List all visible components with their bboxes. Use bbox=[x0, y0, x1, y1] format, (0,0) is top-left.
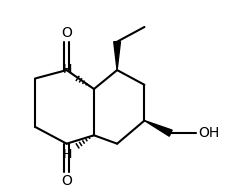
Polygon shape bbox=[144, 121, 172, 136]
Text: H: H bbox=[63, 63, 72, 76]
Text: O: O bbox=[61, 26, 72, 40]
Text: O: O bbox=[61, 174, 72, 188]
Text: H: H bbox=[63, 148, 72, 161]
Polygon shape bbox=[113, 42, 120, 70]
Text: OH: OH bbox=[198, 126, 219, 140]
